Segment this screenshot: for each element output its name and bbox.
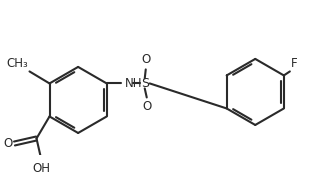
Text: OH: OH [33,162,51,176]
Text: CH₃: CH₃ [7,57,29,70]
Text: S: S [141,77,149,90]
Text: O: O [141,53,150,66]
Text: O: O [3,137,13,150]
Text: F: F [291,57,298,70]
Text: NH: NH [125,77,143,90]
Text: O: O [142,101,151,113]
